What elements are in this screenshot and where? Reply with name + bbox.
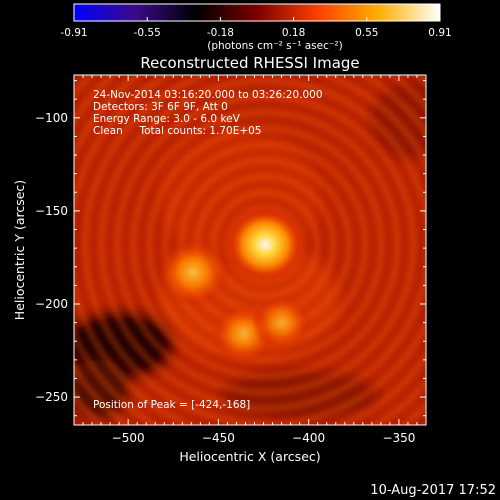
heatmap-image: [74, 75, 426, 425]
annotation-detectors: Detectors: 3F 6F 9F, Att 0: [93, 101, 228, 113]
colorbar-ticks: -0.91 -0.55 -0.18 0.18 0.55 0.91: [60, 17, 452, 39]
colorbar-tick-label: 0.91: [428, 27, 451, 39]
annotation-block: 24-Nov-2014 03:16:20.000 to 03:26:20.000…: [93, 89, 323, 137]
colorbar: -0.91 -0.55 -0.18 0.18 0.55 0.91 (photons cm⁻…: [60, 3, 452, 52]
x-tick-label: −500: [112, 431, 145, 445]
source-blob: [223, 204, 308, 284]
plot-frame: [73, 74, 427, 426]
y-axis-ticks: −100 −150 −200 −250: [35, 80, 426, 417]
colorbar-tick-label: -0.91: [60, 27, 87, 39]
colorbar-tick-label: 0.55: [355, 27, 378, 39]
colorbar-gradient: [73, 3, 441, 22]
ripple-ring: [114, 93, 417, 396]
chart-title: Reconstructed RHESSI Image: [140, 54, 359, 72]
y-axis-label: Heliocentric Y (arcsec): [12, 180, 27, 320]
ripple-ring: [98, 77, 426, 412]
x-tick-label: −400: [292, 431, 325, 445]
ripple-ring: [146, 125, 385, 364]
ripple-ring: [82, 75, 426, 425]
y-tick-label: −150: [35, 204, 68, 218]
y-tick-label: −200: [35, 297, 68, 311]
footer-timestamp: 10-Aug-2017 17:52: [370, 483, 496, 498]
x-axis-ticks: −500 −450 −400 −350: [82, 75, 418, 445]
source-blob: [251, 294, 312, 351]
annotation-energy: Energy Range: 3.0 - 6.0 keV: [93, 113, 241, 125]
peak-position-label: Position of Peak = [-424,-168]: [93, 399, 250, 411]
x-tick-label: −350: [382, 431, 415, 445]
sources: [156, 204, 312, 365]
ripple-ring: [130, 109, 401, 380]
colorbar-tick-label: -0.55: [134, 27, 161, 39]
colorbar-units: (photons cm⁻² s⁻¹ asec⁻²): [207, 40, 342, 52]
x-axis-label: Heliocentric X (arcsec): [179, 449, 320, 464]
y-tick-label: −250: [35, 390, 68, 404]
source-blob: [156, 237, 230, 308]
heatmap-chart: Reconstructed RHESSI Image −500 −450 −400−…: [12, 54, 427, 464]
x-tick-label: −450: [202, 431, 235, 445]
annotation-clean: Clean Total counts: 1.70E+05: [93, 125, 262, 137]
colorbar-tick-label: -0.18: [207, 27, 234, 39]
colorbar-tick-label: 0.18: [282, 27, 305, 39]
annotation-time: 24-Nov-2014 03:16:20.000 to 03:26:20.000: [93, 89, 323, 101]
y-tick-label: −100: [35, 111, 68, 125]
